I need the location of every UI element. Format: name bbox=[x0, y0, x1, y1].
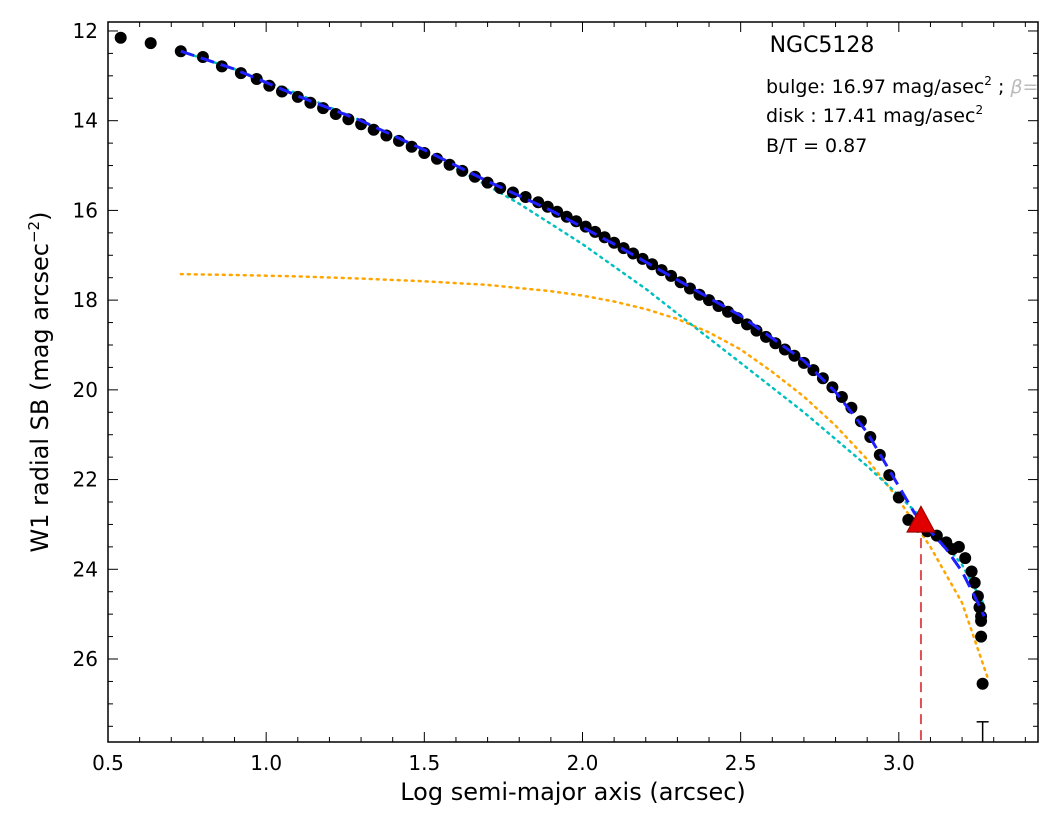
data-point bbox=[144, 37, 157, 50]
disk-annotation: disk : 17.41 mag/asec2 bbox=[766, 103, 983, 127]
data-point bbox=[570, 215, 583, 228]
y-tick-label: 14 bbox=[73, 109, 98, 133]
y-tick-label: 26 bbox=[73, 647, 98, 671]
axis-ticks: 0.5 1.0 1.5 2.0 2.5 3.0 12 14 16 18 20 22 24 26 bbox=[73, 19, 1038, 775]
x-tick-label: 3.0 bbox=[883, 751, 915, 775]
data-point bbox=[854, 415, 867, 428]
data-point bbox=[973, 601, 986, 614]
total-fit-line bbox=[180, 49, 986, 618]
data-point bbox=[975, 630, 988, 643]
y-tick-label: 24 bbox=[73, 557, 98, 581]
data-point bbox=[760, 330, 772, 343]
y-tick-label: 22 bbox=[73, 468, 98, 492]
data-point bbox=[665, 269, 678, 282]
x-tick-label: 1.5 bbox=[408, 751, 440, 775]
data-point bbox=[532, 196, 545, 209]
disk-fit-line bbox=[179, 272, 989, 679]
y-tick-label: 12 bbox=[73, 19, 98, 43]
plot-frame bbox=[107, 21, 1039, 743]
data-point bbox=[405, 140, 418, 153]
data-point bbox=[443, 158, 456, 171]
chart-title: NGC5128 bbox=[770, 33, 875, 58]
data-point bbox=[976, 677, 989, 690]
data-point bbox=[959, 552, 972, 565]
x-axis-label: Log semi-major axis (arcsec) bbox=[400, 778, 746, 806]
plot-area bbox=[114, 31, 989, 742]
y-tick-label: 18 bbox=[73, 288, 98, 312]
data-point bbox=[551, 205, 564, 218]
data-point bbox=[778, 343, 791, 356]
x-tick-label: 2.5 bbox=[725, 751, 757, 775]
data-point bbox=[892, 491, 905, 504]
y-tick-label: 16 bbox=[73, 198, 98, 222]
data-point bbox=[975, 614, 988, 627]
x-tick-label: 2.0 bbox=[567, 751, 599, 775]
data-point bbox=[968, 576, 981, 589]
data-point bbox=[291, 90, 304, 103]
x-tick-label: 0.5 bbox=[92, 751, 124, 775]
data-point bbox=[952, 540, 965, 553]
x-tick-label: 1.0 bbox=[250, 751, 282, 775]
data-point bbox=[481, 176, 494, 189]
data-point bbox=[722, 305, 734, 318]
y-tick-label: 20 bbox=[73, 378, 98, 402]
marker-triangle bbox=[906, 505, 936, 533]
data-point bbox=[965, 565, 978, 578]
data-point bbox=[342, 113, 355, 126]
y-axis-label: W1 radial SB (mag arcsec−2) bbox=[25, 212, 54, 553]
data-point bbox=[902, 513, 915, 526]
data-point bbox=[769, 337, 782, 350]
bt-ratio-annotation: B/T = 0.87 bbox=[766, 135, 867, 157]
bulge-annotation: bulge: 16.97 mag/asec2 ; β= bbox=[766, 74, 1038, 98]
data-point bbox=[589, 225, 602, 238]
data-point bbox=[114, 31, 127, 44]
